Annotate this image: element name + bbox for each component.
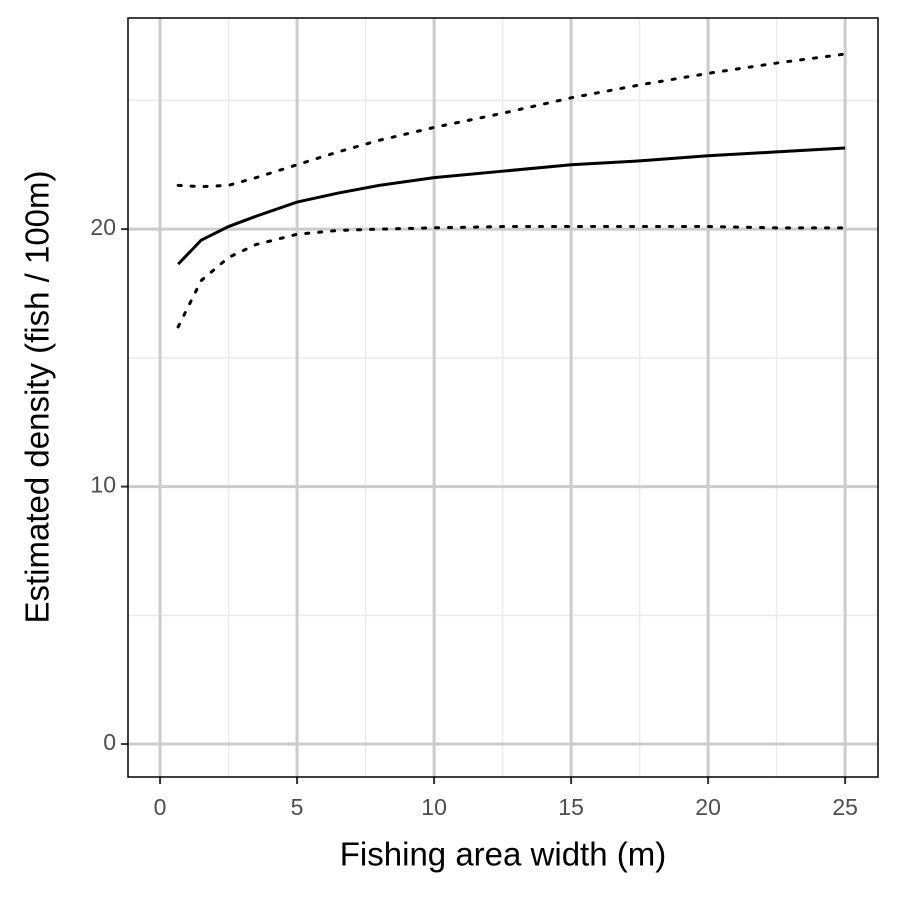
y-tick-label: 10: [90, 472, 116, 498]
y-axis-title: Estimated density (fish / 100m): [19, 170, 56, 623]
line: [176, 52, 847, 189]
x-tick-label: 25: [832, 794, 858, 820]
x-tick-label: 15: [558, 794, 584, 820]
x-tick-label: 5: [291, 794, 304, 820]
plot-border: [127, 17, 879, 778]
x-axis-title: Fishing area width (m): [340, 836, 666, 873]
line: [176, 225, 847, 329]
x-tick-label: 10: [421, 794, 447, 820]
line: [177, 146, 846, 266]
x-tick-label: 0: [154, 794, 167, 820]
y-tick-label: 0: [103, 729, 116, 755]
x-tick-label: 20: [695, 794, 721, 820]
y-tick-label: 20: [90, 214, 116, 240]
